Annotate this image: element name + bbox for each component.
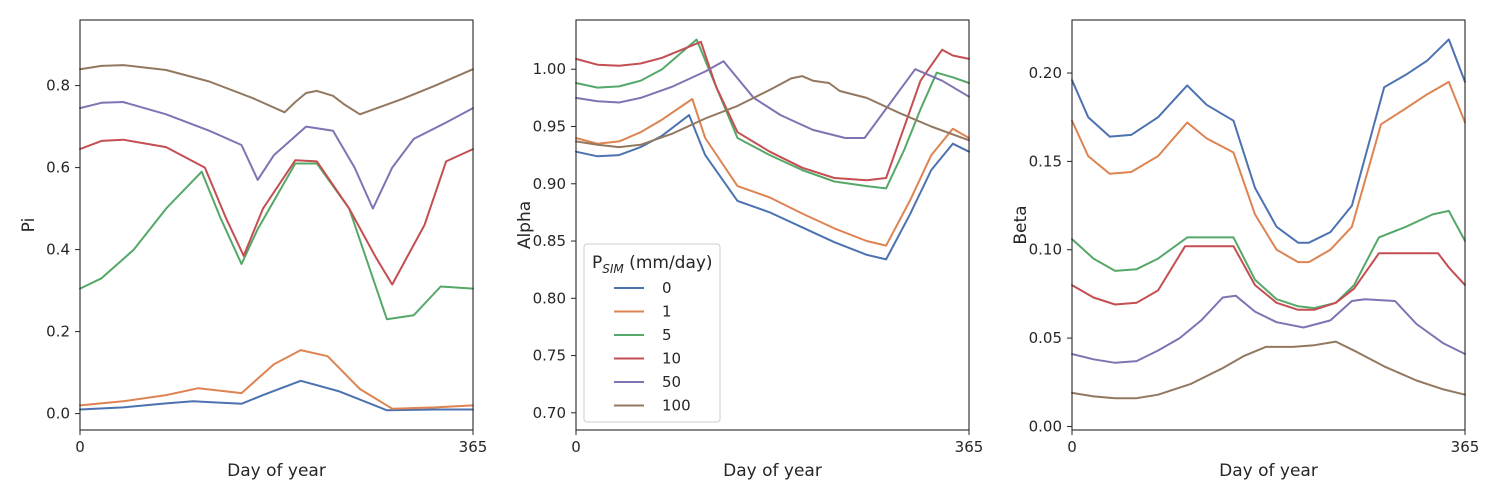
y-axis-label: Pi [19, 218, 39, 233]
y-tick-label: 0.05 [1029, 329, 1062, 347]
series-line-5 [79, 162, 474, 321]
legend: PSIM (mm/day) 0 1 5 10 50 100 [583, 243, 721, 423]
series-line-50 [575, 60, 970, 139]
y-tick-label: 0.85 [533, 232, 566, 250]
y-tick-label: 0.6 [46, 159, 70, 177]
series-line-10 [575, 40, 970, 182]
y-tick-label: 0.70 [533, 404, 566, 422]
y-tick-label: 0.4 [46, 241, 70, 259]
series-line-5 [575, 38, 970, 190]
legend-entry-label: 1 [662, 303, 672, 321]
axes-frame [79, 19, 474, 431]
y-tick-label: 0.95 [533, 118, 566, 136]
legend-entry-label: 10 [662, 350, 681, 368]
x-axis-label: Day of year [1219, 461, 1318, 481]
x-axis-label: Day of year [227, 461, 326, 481]
axes-frame [1071, 19, 1466, 431]
y-tick-label: 0.90 [533, 175, 566, 193]
series-line-1 [1071, 80, 1466, 264]
y-tick-label: 0.80 [533, 289, 566, 307]
panel-alpha: 0.70 0.75 0.80 0.85 0.90 0.95 1.00 0 365 Day of y… [515, 19, 984, 481]
series-line-100 [79, 64, 474, 116]
panel-beta: 0.00 0.05 0.10 0.15 0.20 0 365 Day of year Beta [1011, 19, 1480, 481]
series-line-0 [1071, 38, 1466, 244]
x-axis-label: Day of year [723, 461, 822, 481]
series-line-50 [1071, 294, 1466, 364]
y-tick-label: 0.00 [1029, 417, 1062, 435]
x-tick-label: 365 [1451, 438, 1480, 456]
series-line-1 [79, 349, 474, 410]
series-line-10 [79, 138, 474, 286]
y-tick-label: 0.2 [46, 323, 70, 341]
y-tick-label: 0.0 [46, 405, 70, 423]
y-tick-label: 0.10 [1029, 241, 1062, 259]
legend-entry-label: 5 [662, 326, 672, 344]
y-tick-label: 0.20 [1029, 64, 1062, 82]
legend-title-unit: (mm/day) [624, 253, 713, 273]
legend-entry-label: 0 [662, 279, 672, 297]
y-tick-label: 1.00 [533, 60, 566, 78]
series-line-50 [79, 101, 474, 210]
x-tick-label: 0 [1067, 438, 1077, 456]
series-line-100 [575, 75, 970, 149]
panel-pi: 0.0 0.2 0.4 0.6 0.8 0 365 Day of year Pi [19, 19, 488, 481]
x-tick-label: 365 [955, 438, 984, 456]
legend-entry-label: 100 [662, 397, 691, 415]
x-tick-label: 365 [459, 438, 488, 456]
y-axis-label: Beta [1011, 205, 1031, 244]
y-tick-label: 0.15 [1029, 152, 1062, 170]
legend-entry-label: 50 [662, 373, 681, 391]
legend-title-subscript: SIM [602, 262, 624, 276]
series-line-0 [575, 114, 970, 261]
series-line-5 [1071, 209, 1466, 310]
axes-frame [575, 19, 970, 431]
y-tick-label: 0.8 [46, 77, 70, 95]
y-axis-label: Alpha [515, 201, 535, 249]
legend-title: PSIM (mm/day) [592, 253, 713, 276]
y-tick-label: 0.75 [533, 347, 566, 365]
series-line-0 [79, 379, 474, 412]
series-line-1 [575, 98, 970, 247]
series-line-100 [1071, 340, 1466, 400]
x-tick-label: 0 [571, 438, 581, 456]
legend-title-main: P [592, 253, 602, 273]
x-tick-label: 0 [75, 438, 85, 456]
series-line-10 [1071, 245, 1466, 311]
